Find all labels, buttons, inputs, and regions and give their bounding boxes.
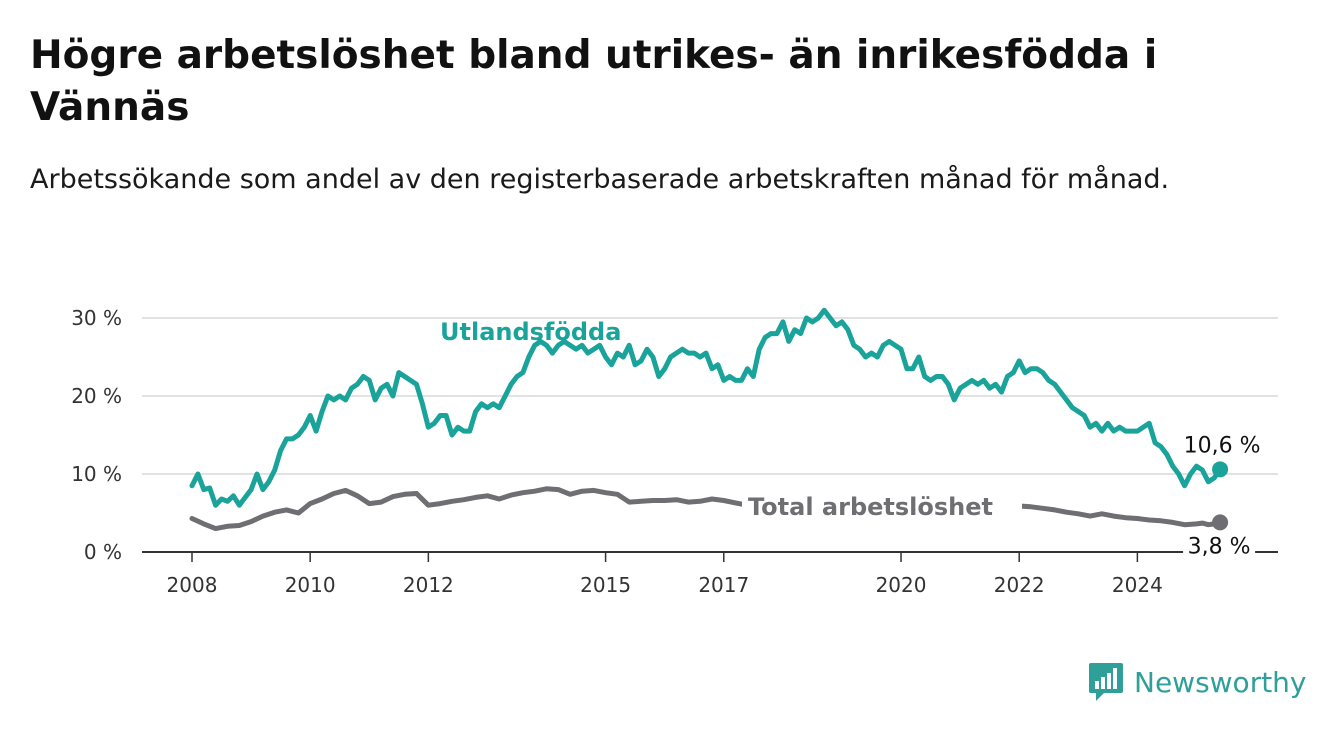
x-tick-label: 2012 [403,573,454,597]
end-label-background [1183,531,1256,560]
y-tick-label: 0 % [84,540,122,564]
chart-subtitle: Arbetssökande som andel av den registerb… [30,164,1170,195]
y-tick-label: 10 % [71,462,122,486]
newsworthy-logo: Newsworthy [1088,660,1307,704]
series-label-background [742,489,1022,525]
end-value-label-total: 3,8 % [1188,534,1251,559]
series-label-utlandsfodda: Utlandsfödda [440,318,621,346]
series-labels: Total arbetslöshet Utlandsfödda 10,6 % 3,8 … [440,318,1261,560]
series-line-0 [189,307,1223,508]
brand-name: Newsworthy [1134,665,1307,699]
end-point-0 [1212,461,1229,478]
x-tick-label: 2020 [876,573,927,597]
end-point-1 [1212,514,1229,531]
y-tick-label: 30 % [71,306,122,330]
x-tick-label: 2017 [698,573,749,597]
x-tick-label: 2022 [994,573,1045,597]
x-tick-label: 2010 [285,573,336,597]
end-value-label-utlandsfodda: 10,6 % [1184,433,1261,458]
x-tick-label: 2015 [580,573,631,597]
x-axis-ticks: 2008 2010 2012 2015 2017 2020 2022 2024 [167,552,1163,597]
chart-title: Högre arbetslöshet bland utrikes- än inr… [30,33,1158,130]
series-label-total: Total arbetslöshet [748,493,993,521]
newsworthy-chart-icon [1089,663,1123,701]
series-lines [189,307,1229,532]
y-axis-ticks: 0 % 10 % 20 % 30 % [71,306,122,564]
y-tick-label: 20 % [71,384,122,408]
line-chart: 0 % 10 % 20 % 30 % 2008 2010 2012 2015 2017 2020… [71,306,1278,597]
x-tick-label: 2008 [167,573,218,597]
x-tick-label: 2024 [1112,573,1163,597]
series-line-1 [189,486,1223,532]
